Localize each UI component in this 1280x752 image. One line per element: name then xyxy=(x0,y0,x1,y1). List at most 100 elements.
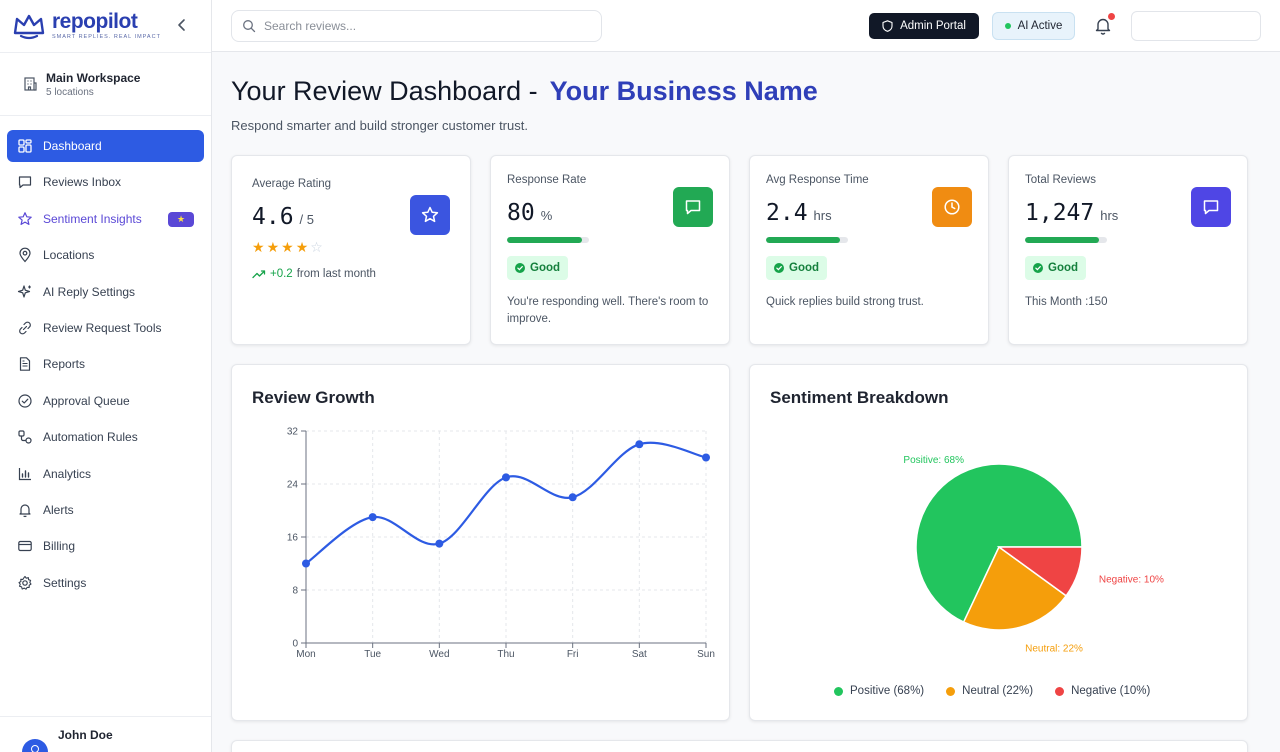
total-reviews-progress xyxy=(1025,237,1107,243)
pie-slice-negative[interactable] xyxy=(996,546,1083,597)
sidebar-item-review-request-tools[interactable]: Review Request Tools xyxy=(7,312,204,344)
legend-dot xyxy=(1055,686,1065,696)
response-time-unit: hrs xyxy=(813,208,832,223)
sidebar-item-label: Settings xyxy=(43,575,87,590)
x-tick-label: Wed xyxy=(429,649,449,660)
response-rate-card: Response Rate 80% Good You're responding… xyxy=(490,155,730,345)
sidebar-item-automation-rules[interactable]: Automation Rules xyxy=(7,421,204,453)
page-subtitle: Respond smarter and build stronger custo… xyxy=(231,118,528,133)
check-circle-icon xyxy=(1033,263,1043,273)
data-point[interactable] xyxy=(635,440,644,449)
sidebar-item-analytics[interactable]: Analytics xyxy=(7,458,204,490)
star-rating: ★ ★ ★ ★ ☆ xyxy=(252,240,325,254)
account-menu[interactable] xyxy=(1131,11,1261,41)
sidebar-item-label: AI Reply Settings xyxy=(43,284,136,299)
brand-name: repopilot xyxy=(52,10,138,33)
credit-card-icon xyxy=(18,541,32,552)
data-point[interactable] xyxy=(568,493,577,502)
admin-portal-button[interactable]: Admin Portal xyxy=(869,13,979,39)
star-filled-icon: ★ xyxy=(252,239,265,255)
legend-dot xyxy=(946,686,956,696)
legend-item[interactable]: Positive (68%) xyxy=(834,685,924,697)
grid-icon xyxy=(18,139,32,153)
notifications-bell-icon[interactable] xyxy=(1094,16,1112,36)
sidebar-item-label: Reviews Inbox xyxy=(43,175,122,190)
workspace-name: Main Workspace xyxy=(46,70,141,85)
building-icon xyxy=(24,77,37,91)
slice-label: Negative: 10% xyxy=(1099,574,1164,585)
data-point[interactable] xyxy=(702,453,710,462)
x-tick-label: Sun xyxy=(697,649,715,660)
stat-note: Quick replies build strong trust. xyxy=(766,296,924,308)
sidebar-item-dashboard[interactable]: Dashboard xyxy=(7,130,204,162)
workspace-locations: 5 locations xyxy=(46,86,94,98)
response-rate-unit: % xyxy=(540,208,553,223)
total-reviews-card: Total Reviews 1,247 hrs Good This Month :… xyxy=(1008,155,1248,345)
file-icon xyxy=(19,357,31,372)
sidebar-item-label: Alerts xyxy=(43,502,74,517)
sidebar-nav: Dashboard Reviews Inbox Sentiment Insigh… xyxy=(0,116,211,599)
sidebar-item-sentiment-insights[interactable]: Sentiment Insights ★ xyxy=(7,203,204,235)
panel-title: Review Growth xyxy=(252,388,375,407)
legend-item[interactable]: Negative (10%) xyxy=(1055,685,1150,697)
check-circle-icon xyxy=(18,394,32,408)
ai-status-label: AI Active xyxy=(1017,20,1063,32)
page-title-text: Your Review Dashboard - xyxy=(231,76,538,106)
gear-icon xyxy=(18,575,32,590)
slice-label: Neutral: 22% xyxy=(1025,644,1083,655)
user-icon xyxy=(31,745,39,752)
workspace-switcher[interactable]: Main Workspace 5 locations xyxy=(0,52,211,116)
user-profile[interactable]: John Doe xyxy=(0,716,211,752)
legend-item[interactable]: Neutral (22%) xyxy=(946,685,1033,697)
sidebar-item-settings[interactable]: Settings xyxy=(7,567,204,599)
legend-dot xyxy=(834,686,843,696)
brand-tagline: SMART REPLIES. REAL IMPACT xyxy=(52,34,161,40)
sidebar-item-label: Billing xyxy=(43,539,76,554)
sidebar-item-billing[interactable]: Billing xyxy=(7,530,204,562)
status-dot-icon xyxy=(1004,23,1011,29)
sidebar-item-reviews-inbox[interactable]: Reviews Inbox xyxy=(7,166,204,198)
pie-slice-neutral[interactable] xyxy=(962,545,1068,631)
status-badge-label: Good xyxy=(530,262,561,274)
sidebar-item-ai-reply-settings[interactable]: AI Reply Settings xyxy=(7,276,204,308)
status-badge: Good xyxy=(507,256,569,280)
total-reviews-unit: hrs xyxy=(1100,208,1119,223)
review-growth-chart: 0 8 16 24 32 Mon Tue Wed Thu Fri Sat Sun xyxy=(287,427,715,661)
workflow-icon xyxy=(18,430,32,444)
chevron-left-icon[interactable] xyxy=(173,16,191,34)
sidebar-item-alerts[interactable]: Alerts xyxy=(7,494,204,526)
data-point[interactable] xyxy=(435,539,444,548)
crown-logo-icon xyxy=(13,14,45,40)
link-icon xyxy=(19,321,31,335)
sidebar: repopilot SMART REPLIES. REAL IMPACT Mai… xyxy=(0,0,212,752)
stat-note: You're responding well. There's room to … xyxy=(507,296,709,325)
sidebar-item-label: Approval Queue xyxy=(43,393,130,408)
data-point[interactable] xyxy=(368,513,377,522)
data-point[interactable] xyxy=(302,559,310,568)
sidebar-item-approval-queue[interactable]: Approval Queue xyxy=(7,385,204,417)
search-input[interactable] xyxy=(264,19,584,33)
sidebar-item-label: Automation Rules xyxy=(43,430,138,445)
check-circle-icon xyxy=(774,263,784,273)
rating-delta: +0.2 xyxy=(270,268,293,280)
search-box[interactable] xyxy=(231,10,602,42)
sidebar-item-locations[interactable]: Locations xyxy=(7,239,204,271)
bell-icon xyxy=(19,504,31,518)
sidebar-item-label: Dashboard xyxy=(43,139,102,153)
brand: repopilot SMART REPLIES. REAL IMPACT xyxy=(0,0,211,52)
stat-value: 2.4 hrs xyxy=(766,200,832,226)
rating-delta-text: from last month xyxy=(296,268,376,280)
pie-slice-positive[interactable] xyxy=(915,463,1083,624)
sidebar-item-label: Review Request Tools xyxy=(43,320,162,335)
legend-label: Positive (68%) xyxy=(850,685,925,697)
sidebar-item-reports[interactable]: Reports xyxy=(7,348,204,380)
status-badge-label: Good xyxy=(789,262,820,274)
data-point[interactable] xyxy=(502,473,510,482)
sparkle-icon xyxy=(17,284,31,298)
rating-value: 4.6 xyxy=(252,204,294,230)
notification-dot xyxy=(1108,13,1115,20)
map-pin-icon xyxy=(19,247,31,263)
bar-chart-icon xyxy=(18,467,31,480)
x-tick-label: Tue xyxy=(364,649,381,660)
sidebar-item-label: Sentiment Insights xyxy=(43,211,142,226)
